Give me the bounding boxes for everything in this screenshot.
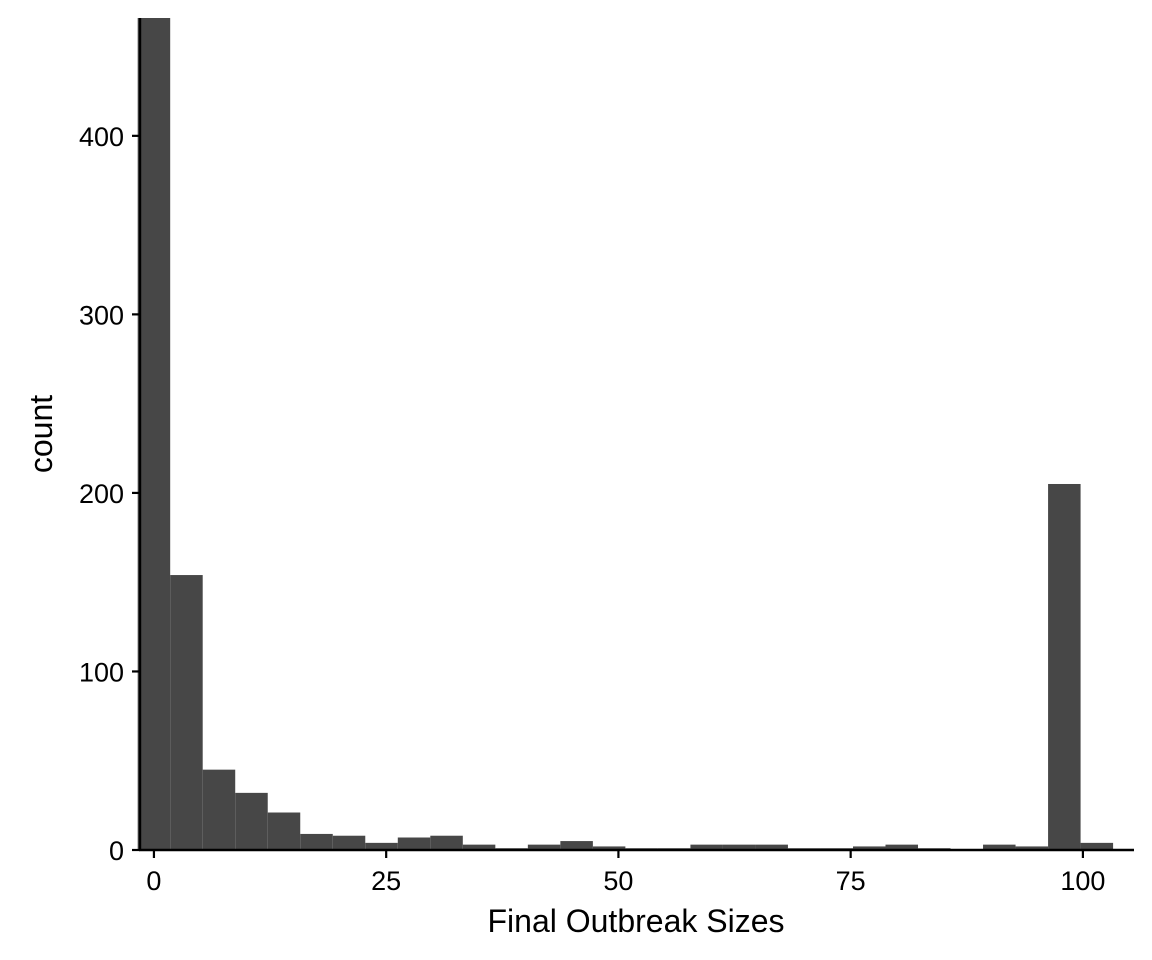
axis-ticks: 0 25 50 75 100 0 100 200 300 400: [79, 122, 1106, 896]
histogram-bar-3: [235, 792, 268, 850]
histogram-bar-1: [170, 575, 203, 850]
histogram-bar-12: [527, 844, 561, 850]
y-axis-title: count: [23, 395, 59, 473]
histogram-bar-0: [137, 18, 171, 850]
histogram-bar-17: [690, 844, 723, 850]
histogram-bar-8: [397, 837, 431, 850]
x-tick-label-25: 25: [371, 866, 401, 896]
y-tick-label-300: 300: [79, 300, 124, 330]
histogram-bar-27: [1015, 846, 1049, 850]
histogram-bar-4: [267, 812, 301, 850]
histogram-bars: [137, 18, 1114, 850]
y-tick-label-200: 200: [79, 479, 124, 509]
histogram-bar-2: [202, 769, 236, 850]
histogram-bar-23: [885, 844, 919, 850]
histogram-bar-28: [1048, 483, 1081, 850]
histogram-bar-13: [560, 841, 593, 850]
histogram-bar-22: [852, 846, 886, 850]
x-axis-title: Final Outbreak Sizes: [487, 903, 784, 939]
histogram-bar-26: [983, 844, 1016, 850]
x-tick-label-50: 50: [603, 866, 633, 896]
histogram-bar-19: [755, 844, 788, 850]
y-tick-label-400: 400: [79, 122, 124, 152]
x-tick-label-100: 100: [1060, 866, 1105, 896]
histogram-bar-7: [365, 842, 398, 850]
histogram-bar-9: [430, 835, 463, 850]
y-tick-label-100: 100: [79, 657, 124, 687]
histogram-bar-5: [300, 833, 333, 850]
histogram-bar-18: [722, 844, 756, 850]
x-tick-label-0: 0: [146, 866, 161, 896]
y-tick-label-0: 0: [109, 836, 124, 866]
histogram-bar-6: [332, 835, 366, 850]
histogram-bar-10: [462, 844, 496, 850]
histogram-bar-29: [1080, 842, 1114, 850]
histogram-bar-14: [592, 846, 626, 850]
x-tick-label-75: 75: [836, 866, 866, 896]
